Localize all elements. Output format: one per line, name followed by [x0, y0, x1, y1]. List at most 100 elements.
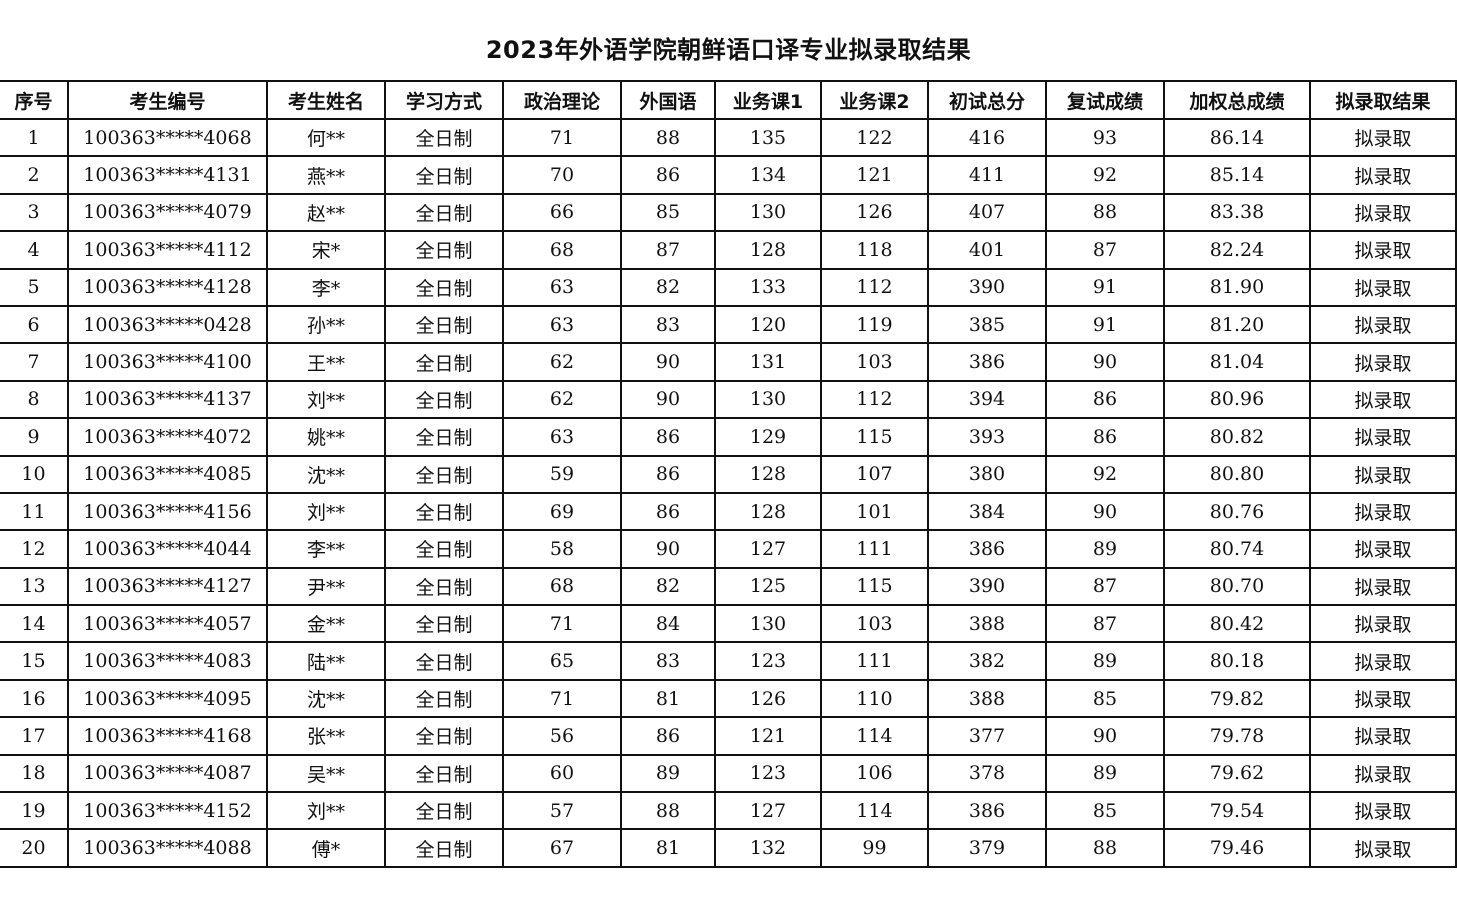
cell-subject2: 107 — [820, 454, 929, 494]
cell-retest-score: 88 — [1045, 192, 1165, 233]
cell-subject1: 133 — [714, 267, 822, 307]
cell-candidate-id: 100363*****4131 — [67, 155, 268, 195]
cell-prelim-total: 386 — [927, 342, 1047, 382]
cell-study-mode: 全日制 — [384, 454, 504, 494]
cell-study-mode: 全日制 — [384, 417, 504, 457]
admission-results-table: 序号 考生编号 考生姓名 学习方式 政治理论 外国语 业务课1 业务课2 初试总分 复试成绩 加权总… — [0, 80, 1457, 868]
table-row: 13 100363*****4127 尹** 全日制 68 82 125 115 390 87 80… — [0, 566, 1457, 607]
cell-result: 拟录取 — [1309, 641, 1457, 681]
cell-result: 拟录取 — [1309, 753, 1457, 794]
cell-index: 9 — [0, 417, 69, 457]
cell-weighted-total: 81.90 — [1163, 267, 1311, 307]
cell-result: 拟录取 — [1309, 417, 1457, 457]
cell-candidate-id: 100363*****4085 — [67, 454, 268, 494]
cell-retest-score: 86 — [1045, 379, 1165, 420]
cell-candidate-id: 100363*****4057 — [67, 604, 268, 644]
cell-index: 2 — [0, 155, 69, 195]
cell-name: 傅* — [266, 828, 386, 868]
cell-result: 拟录取 — [1309, 828, 1457, 868]
cell-subject1: 127 — [714, 791, 822, 831]
cell-subject1: 123 — [714, 641, 822, 681]
cell-subject2: 110 — [820, 678, 929, 719]
table-row: 4 100363*****4112 宋* 全日制 68 87 128 118 401 87 82.2… — [0, 230, 1457, 270]
cell-index: 14 — [0, 604, 69, 644]
cell-index: 20 — [0, 828, 69, 868]
cell-politics: 63 — [502, 417, 622, 457]
cell-name: 沈** — [266, 454, 386, 494]
cell-politics: 71 — [502, 604, 622, 644]
cell-retest-score: 89 — [1045, 641, 1165, 681]
cell-foreign-language: 89 — [620, 753, 716, 794]
cell-index: 5 — [0, 267, 69, 307]
cell-subject1: 128 — [714, 230, 822, 270]
cell-foreign-language: 90 — [620, 342, 716, 382]
cell-study-mode: 全日制 — [384, 828, 504, 868]
cell-subject1: 125 — [714, 566, 822, 607]
cell-foreign-language: 83 — [620, 304, 716, 345]
cell-name: 张** — [266, 716, 386, 756]
cell-retest-score: 88 — [1045, 828, 1165, 868]
cell-subject2: 118 — [820, 230, 929, 270]
table-row: 1 100363*****4068 何** 全日制 71 88 135 122 416 93 86.… — [0, 117, 1457, 158]
cell-weighted-total: 80.96 — [1163, 379, 1311, 420]
cell-subject2: 112 — [820, 379, 929, 420]
cell-politics: 62 — [502, 342, 622, 382]
cell-weighted-total: 80.76 — [1163, 491, 1311, 532]
cell-foreign-language: 86 — [620, 716, 716, 756]
cell-subject1: 128 — [714, 491, 822, 532]
cell-result: 拟录取 — [1309, 267, 1457, 307]
cell-prelim-total: 388 — [927, 678, 1047, 719]
cell-foreign-language: 90 — [620, 379, 716, 420]
cell-politics: 60 — [502, 753, 622, 794]
table-row: 18 100363*****4087 吴** 全日制 60 89 123 106 378 89 79… — [0, 753, 1457, 794]
cell-prelim-total: 385 — [927, 304, 1047, 345]
cell-study-mode: 全日制 — [384, 117, 504, 158]
cell-candidate-id: 100363*****4100 — [67, 342, 268, 382]
table-row: 17 100363*****4168 张** 全日制 56 86 121 114 377 90 79… — [0, 716, 1457, 756]
header-col-result: 拟录取结果 — [1309, 80, 1457, 120]
cell-retest-score: 92 — [1045, 155, 1165, 195]
cell-politics: 65 — [502, 641, 622, 681]
cell-foreign-language: 87 — [620, 230, 716, 270]
cell-result: 拟录取 — [1309, 791, 1457, 831]
cell-retest-score: 86 — [1045, 417, 1165, 457]
cell-foreign-language: 85 — [620, 192, 716, 233]
cell-prelim-total: 382 — [927, 641, 1047, 681]
cell-prelim-total: 407 — [927, 192, 1047, 233]
cell-name: 吴** — [266, 753, 386, 794]
cell-result: 拟录取 — [1309, 379, 1457, 420]
cell-foreign-language: 83 — [620, 641, 716, 681]
cell-politics: 59 — [502, 454, 622, 494]
cell-study-mode: 全日制 — [384, 753, 504, 794]
cell-name: 孙** — [266, 304, 386, 345]
page-title: 2023年外语学院朝鲜语口译专业拟录取结果 — [485, 36, 972, 64]
cell-index: 1 — [0, 117, 69, 158]
header-col-subject2: 业务课2 — [820, 80, 929, 120]
cell-subject2: 115 — [820, 417, 929, 457]
cell-candidate-id: 100363*****4156 — [67, 491, 268, 532]
cell-politics: 63 — [502, 267, 622, 307]
cell-study-mode: 全日制 — [384, 716, 504, 756]
cell-foreign-language: 82 — [620, 267, 716, 307]
cell-politics: 67 — [502, 828, 622, 868]
cell-prelim-total: 390 — [927, 566, 1047, 607]
cell-study-mode: 全日制 — [384, 379, 504, 420]
cell-result: 拟录取 — [1309, 566, 1457, 607]
cell-weighted-total: 85.14 — [1163, 155, 1311, 195]
cell-subject2: 103 — [820, 604, 929, 644]
cell-subject1: 130 — [714, 379, 822, 420]
cell-index: 4 — [0, 230, 69, 270]
cell-politics: 62 — [502, 379, 622, 420]
table-row: 6 100363*****0428 孙** 全日制 63 83 120 119 385 91 81.… — [0, 304, 1457, 345]
cell-result: 拟录取 — [1309, 304, 1457, 345]
cell-retest-score: 87 — [1045, 566, 1165, 607]
cell-result: 拟录取 — [1309, 230, 1457, 270]
cell-candidate-id: 100363*****4112 — [67, 230, 268, 270]
cell-study-mode: 全日制 — [384, 342, 504, 382]
cell-candidate-id: 100363*****4083 — [67, 641, 268, 681]
cell-retest-score: 89 — [1045, 753, 1165, 794]
cell-prelim-total: 386 — [927, 791, 1047, 831]
cell-foreign-language: 90 — [620, 529, 716, 569]
table-row: 7 100363*****4100 王** 全日制 62 90 131 103 386 90 81.… — [0, 342, 1457, 382]
cell-politics: 71 — [502, 678, 622, 719]
